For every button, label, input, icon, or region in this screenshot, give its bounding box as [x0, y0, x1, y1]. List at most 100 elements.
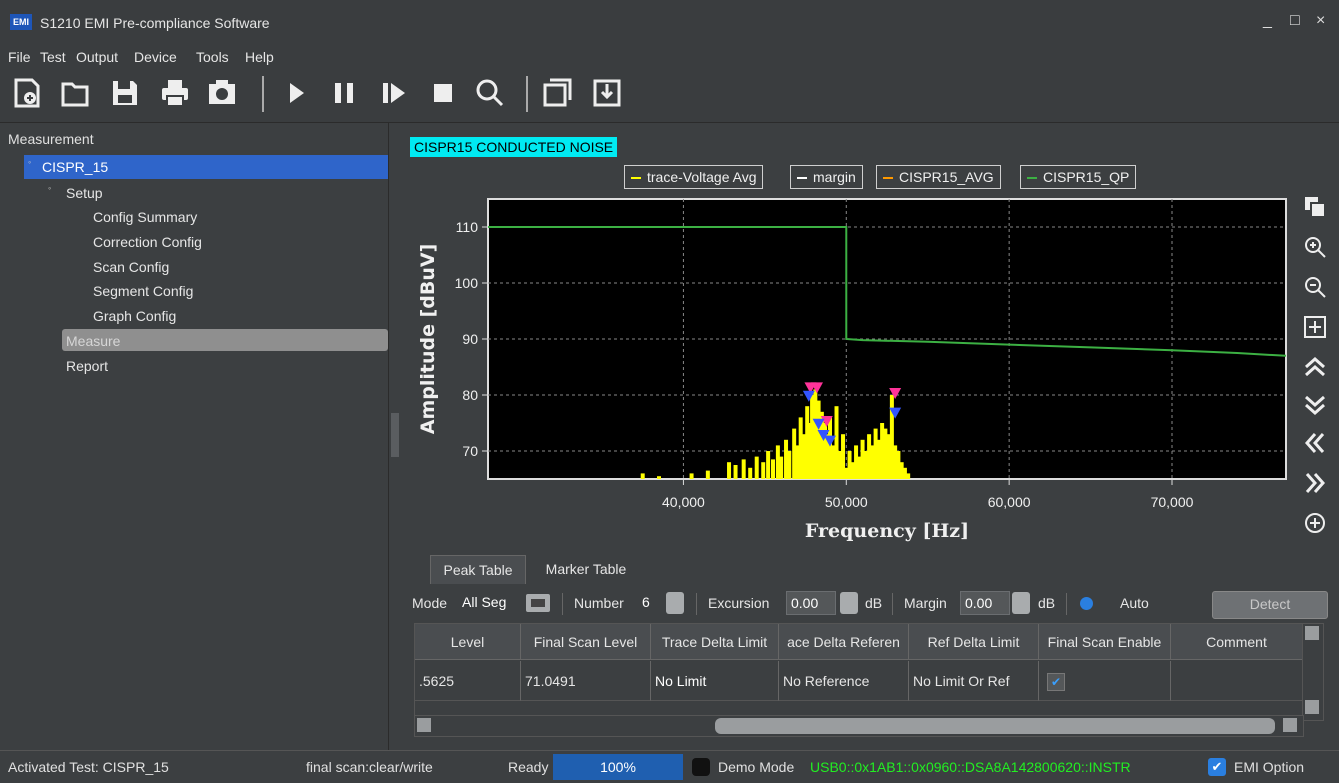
- tab-marker-table[interactable]: Marker Table: [545, 561, 627, 577]
- table-cell[interactable]: [1171, 661, 1303, 701]
- zoom-out-icon[interactable]: [1303, 275, 1327, 299]
- copy-icon[interactable]: [1303, 195, 1327, 219]
- excursion-input[interactable]: 0.00: [786, 591, 836, 615]
- print-icon[interactable]: [158, 76, 192, 110]
- table-cell[interactable]: No Limit: [651, 661, 779, 701]
- scrollbar-thumb[interactable]: [715, 718, 1275, 734]
- tree-item-segment-config[interactable]: Segment Config: [93, 283, 194, 299]
- peak-table: Level Final Scan Level Trace Delta Limit…: [414, 623, 1304, 721]
- search-icon[interactable]: [473, 76, 507, 110]
- fit-icon[interactable]: [1303, 315, 1327, 339]
- step-icon[interactable]: [377, 76, 411, 110]
- demo-mode-checkbox[interactable]: [692, 758, 710, 776]
- limit-line-cispr15-qp: [488, 226, 1287, 357]
- emi-option-checkbox[interactable]: ✔: [1208, 758, 1226, 776]
- tree-item-scan-config[interactable]: Scan Config: [93, 259, 170, 275]
- table-cell[interactable]: No Limit Or Ref: [909, 661, 1039, 701]
- scroll-right-arrow-icon[interactable]: [1283, 718, 1297, 732]
- panel-splitter[interactable]: [388, 123, 401, 750]
- tree-item-report[interactable]: Report: [66, 358, 109, 374]
- trace-bar: [902, 467, 907, 479]
- margin-stepper[interactable]: [1012, 592, 1030, 614]
- column-header[interactable]: Final Scan Enable: [1039, 624, 1171, 660]
- tree-item-cispr15[interactable]: CISPR_15: [42, 159, 109, 175]
- number-input[interactable]: 6: [642, 594, 650, 610]
- pause-icon[interactable]: [327, 76, 361, 110]
- tree-item-graph-config[interactable]: Graph Config: [93, 308, 177, 324]
- mode-select[interactable]: All Seg: [462, 594, 507, 610]
- final-scan-enable-checkbox[interactable]: ✔: [1039, 661, 1171, 701]
- expand-icon[interactable]: ◦: [28, 157, 32, 167]
- legend-cispr15-avg[interactable]: CISPR15_AVG: [876, 165, 1001, 189]
- splitter-grip[interactable]: [391, 413, 399, 457]
- menu-file[interactable]: File: [8, 49, 31, 65]
- menu-help[interactable]: Help: [245, 49, 274, 65]
- y-tick-label: 90: [462, 331, 478, 347]
- window-icon[interactable]: [540, 76, 574, 110]
- column-header[interactable]: Trace Delta Limit: [651, 624, 779, 660]
- tab-peak-table[interactable]: Peak Table: [430, 555, 526, 584]
- column-header[interactable]: Ref Delta Limit: [909, 624, 1039, 660]
- column-header[interactable]: ace Delta Referen: [779, 624, 909, 660]
- legend-cispr15-qp[interactable]: CISPR15_QP: [1020, 165, 1137, 189]
- toolbar-separator: [526, 76, 528, 112]
- legend-trace-voltage-avg[interactable]: trace-Voltage Avg: [624, 165, 764, 189]
- scroll-left-icon[interactable]: [1303, 431, 1327, 455]
- close-button[interactable]: ×: [1316, 12, 1326, 29]
- table-cell[interactable]: .5625: [415, 661, 521, 701]
- legend-margin[interactable]: margin: [790, 165, 863, 189]
- column-header[interactable]: Comment: [1171, 624, 1303, 660]
- scroll-down-arrow-icon[interactable]: [1305, 700, 1319, 714]
- table-cell[interactable]: No Reference: [779, 661, 909, 701]
- expand-icon[interactable]: ◦: [48, 183, 52, 193]
- x-tick-label: 50,000: [825, 494, 868, 510]
- trace-bar: [906, 473, 911, 479]
- table-cell[interactable]: 71.0491: [521, 661, 651, 701]
- peak-marker: [824, 435, 836, 447]
- save-icon[interactable]: [108, 76, 142, 110]
- column-header[interactable]: Level: [415, 624, 521, 660]
- menu-test[interactable]: Test: [40, 49, 66, 65]
- add-icon[interactable]: [1303, 511, 1327, 535]
- new-file-icon[interactable]: [10, 76, 44, 110]
- screenshot-icon[interactable]: [205, 76, 239, 110]
- scroll-up-arrow-icon[interactable]: [1305, 626, 1319, 640]
- scroll-up-icon[interactable]: [1303, 355, 1327, 379]
- tree-item-correction-config[interactable]: Correction Config: [93, 234, 202, 250]
- trace-bar: [761, 462, 766, 479]
- detect-button[interactable]: Detect: [1212, 591, 1328, 619]
- menu-tools[interactable]: Tools: [196, 49, 229, 65]
- scroll-right-icon[interactable]: [1303, 471, 1327, 495]
- trace-bar: [854, 445, 859, 479]
- maximize-button[interactable]: □: [1290, 12, 1300, 29]
- excursion-stepper[interactable]: [840, 592, 858, 614]
- tree-item-config-summary[interactable]: Config Summary: [93, 209, 198, 225]
- tree-item-setup[interactable]: Setup: [66, 185, 103, 201]
- mode-dropdown-icon[interactable]: [526, 594, 550, 612]
- table-vertical-scrollbar[interactable]: [1302, 623, 1324, 721]
- scroll-left-arrow-icon[interactable]: [417, 718, 431, 732]
- open-folder-icon[interactable]: [58, 76, 92, 110]
- export-icon[interactable]: [590, 76, 624, 110]
- number-stepper[interactable]: [666, 592, 684, 614]
- status-bar: Activated Test: CISPR_15 final scan:clea…: [0, 750, 1339, 783]
- progress-bar: 100%: [553, 754, 683, 780]
- scroll-down-icon[interactable]: [1303, 393, 1327, 417]
- stop-icon[interactable]: [427, 76, 461, 110]
- measurement-panel: Measurement ◦ CISPR_15 ◦ Setup Config Su…: [0, 123, 388, 750]
- trace-bar: [741, 459, 746, 479]
- table-horizontal-scrollbar[interactable]: [414, 715, 1304, 737]
- trace-bar: [893, 445, 898, 479]
- margin-input[interactable]: 0.00: [960, 591, 1010, 615]
- column-header[interactable]: Final Scan Level: [521, 624, 651, 660]
- run-icon[interactable]: [280, 76, 314, 110]
- spectrum-chart[interactable]: 70 80 90 100 110 40,000 50,000 60,000 70,000 Freq…: [400, 189, 1295, 549]
- menu-device[interactable]: Device: [134, 49, 177, 65]
- minimize-button[interactable]: _: [1263, 12, 1272, 29]
- tree-item-measure[interactable]: Measure: [66, 333, 121, 349]
- zoom-in-icon[interactable]: [1303, 235, 1327, 259]
- auto-radio[interactable]: [1080, 597, 1093, 610]
- trace-bar: [896, 451, 901, 479]
- y-tick-label: 80: [462, 387, 478, 403]
- menu-output[interactable]: Output: [76, 49, 119, 65]
